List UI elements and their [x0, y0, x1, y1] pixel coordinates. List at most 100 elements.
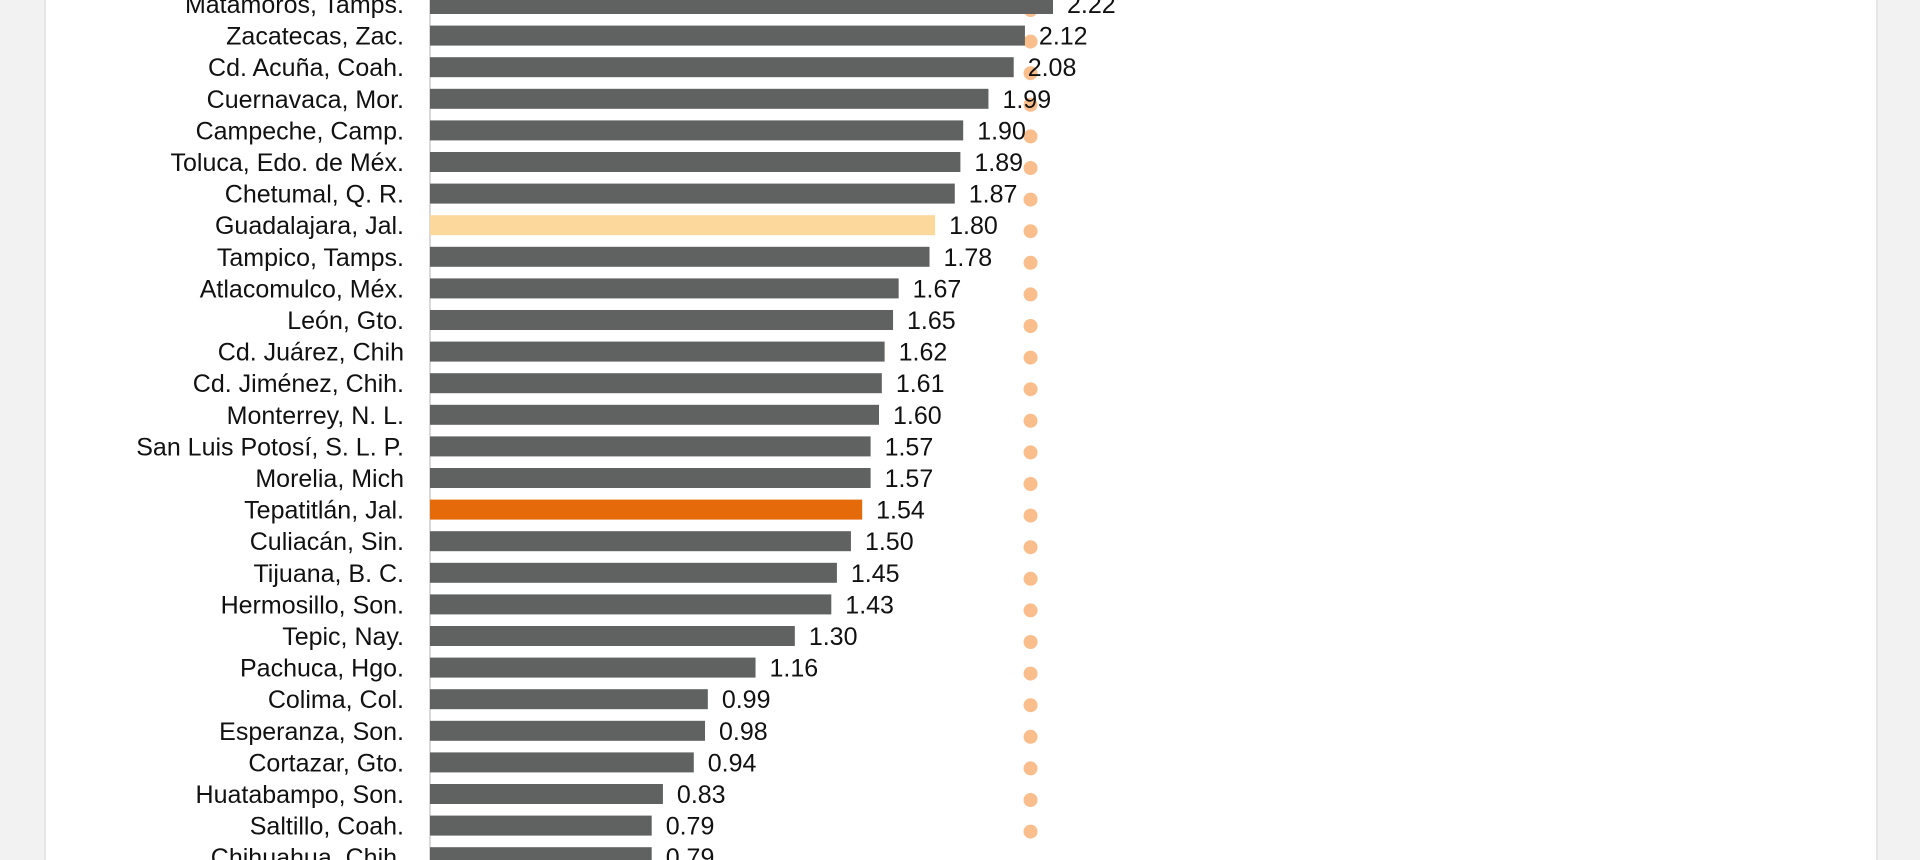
category-label: Cortazar, Gto. — [248, 749, 404, 777]
value-label: 1.87 — [969, 181, 1018, 209]
reference-dot — [1024, 35, 1038, 49]
category-label: Matamoros, Tamps. — [185, 0, 404, 19]
value-label: 0.94 — [708, 749, 757, 777]
category-label: Esperanza, Son. — [219, 718, 404, 746]
reference-dot — [1024, 730, 1038, 744]
value-label: 0.79 — [666, 844, 715, 860]
bar — [430, 247, 930, 267]
value-label: 1.30 — [809, 623, 858, 651]
value-label: 2.08 — [1028, 54, 1077, 82]
value-label: 0.79 — [666, 813, 715, 841]
value-label: 1.89 — [974, 149, 1023, 177]
category-label: Tampico, Tamps. — [217, 244, 404, 272]
bar — [430, 626, 795, 646]
value-label: 2.12 — [1039, 23, 1088, 51]
bar — [430, 152, 960, 172]
reference-dot — [1024, 256, 1038, 270]
bar — [430, 310, 893, 330]
bar — [430, 594, 831, 614]
bar — [430, 531, 851, 551]
value-label: 1.67 — [913, 275, 962, 303]
reference-dot — [1024, 351, 1038, 365]
bar — [430, 468, 871, 488]
value-label: 1.61 — [896, 370, 945, 398]
value-label: 1.65 — [907, 307, 956, 335]
chart-panel: Matamoros, Tamps. 2.22 Zacatecas, Zac. 2.12… — [44, 0, 1878, 860]
category-label: Hermosillo, Son. — [221, 591, 404, 619]
category-label: Campeche, Camp. — [196, 117, 404, 145]
category-label: San Luis Potosí, S. L. P. — [136, 433, 404, 461]
value-label: 0.83 — [677, 781, 726, 809]
bar — [430, 215, 935, 235]
category-label: Saltillo, Coah. — [250, 813, 404, 841]
value-label: 2.22 — [1067, 0, 1116, 19]
bar — [430, 278, 899, 298]
category-label: Tepatitlán, Jal. — [244, 497, 404, 525]
bar — [430, 184, 955, 204]
category-label: Pachuca, Hgo. — [240, 655, 404, 683]
value-label: 1.57 — [885, 465, 934, 493]
bar — [430, 89, 988, 109]
category-label: León, Gto. — [287, 307, 404, 335]
bar — [430, 26, 1025, 46]
bar — [430, 689, 708, 709]
category-label: Toluca, Edo. de Méx. — [171, 149, 404, 177]
value-label: 0.98 — [719, 718, 768, 746]
category-label: Tepic, Nay. — [282, 623, 404, 651]
value-label: 1.57 — [885, 433, 934, 461]
category-label: Cd. Jiménez, Chih. — [193, 370, 404, 398]
reference-dot — [1024, 635, 1038, 649]
value-label: 1.99 — [1002, 86, 1051, 114]
category-label: Cd. Acuña, Coah. — [208, 54, 404, 82]
category-label: Chetumal, Q. R. — [225, 181, 404, 209]
reference-dot — [1024, 414, 1038, 428]
reference-dot — [1024, 224, 1038, 238]
bar — [430, 784, 663, 804]
value-label: 1.90 — [977, 117, 1026, 145]
bar — [430, 120, 963, 140]
category-label: Culiacán, Sin. — [250, 528, 404, 556]
reference-dot — [1024, 761, 1038, 775]
category-label: Cuernavaca, Mor. — [207, 86, 404, 114]
reference-dot — [1024, 319, 1038, 333]
bar — [430, 57, 1014, 77]
value-label: 1.50 — [865, 528, 914, 556]
value-label: 1.43 — [845, 591, 894, 619]
value-label: 1.78 — [944, 244, 993, 272]
bar — [430, 721, 705, 741]
category-label: Chihuahua, Chih. — [211, 844, 404, 860]
reference-dot — [1024, 698, 1038, 712]
category-label: Guadalajara, Jal. — [215, 212, 404, 240]
reference-dot — [1024, 445, 1038, 459]
reference-dot — [1024, 161, 1038, 175]
bar — [430, 405, 879, 425]
reference-dot — [1024, 477, 1038, 491]
category-label: Tijuana, B. C. — [253, 560, 404, 588]
bar — [430, 342, 885, 362]
bar — [430, 436, 871, 456]
reference-dot — [1024, 193, 1038, 207]
reference-dot — [1024, 509, 1038, 523]
reference-dot — [1024, 793, 1038, 807]
reference-dot — [1024, 287, 1038, 301]
value-label: 1.62 — [899, 339, 948, 367]
category-label: Huatabampo, Son. — [196, 781, 404, 809]
reference-dot — [1024, 603, 1038, 617]
category-label: Morelia, Mich — [255, 465, 404, 493]
reference-dot — [1024, 382, 1038, 396]
category-label: Colima, Col. — [268, 686, 404, 714]
bar-chart: Matamoros, Tamps. 2.22 Zacatecas, Zac. 2.12… — [46, 0, 1880, 860]
reference-dot — [1024, 540, 1038, 554]
value-label: 0.99 — [722, 686, 771, 714]
category-label: Zacatecas, Zac. — [226, 23, 404, 51]
bar — [430, 373, 882, 393]
value-label: 1.60 — [893, 402, 942, 430]
bar — [430, 0, 1053, 14]
bar — [430, 752, 694, 772]
reference-dot — [1024, 667, 1038, 681]
reference-dot — [1024, 572, 1038, 586]
value-label: 1.80 — [949, 212, 998, 240]
bar — [430, 500, 862, 520]
value-label: 1.45 — [851, 560, 900, 588]
bar — [430, 563, 837, 583]
